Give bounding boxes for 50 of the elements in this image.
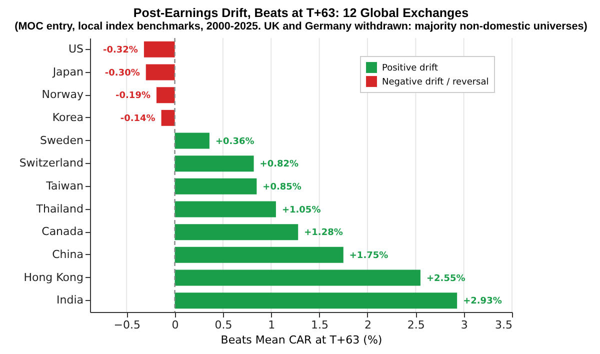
y-tick-label: Canada — [42, 225, 84, 238]
legend-label: Positive drift — [382, 64, 438, 74]
bar — [144, 41, 175, 58]
data-label: +0.36% — [215, 136, 254, 147]
bar — [156, 87, 175, 104]
data-label: +0.85% — [262, 182, 302, 192]
x-tick-label: 1 — [268, 318, 276, 332]
x-tick-label: 1.5 — [311, 318, 329, 332]
y-tick-label: Thailand — [35, 202, 84, 216]
chart-subtitle: (MOC entry, local index benchmarks, 2000-2025. UK and Germany withdrawn: majority non-domestic universes) — [14, 20, 588, 33]
data-label: +1.28% — [304, 228, 343, 238]
y-tick-label: Sweden — [40, 134, 84, 147]
bar — [174, 292, 458, 309]
y-tick-label: Hong Kong — [24, 270, 84, 284]
bar — [174, 132, 210, 149]
y-tick-label: Korea — [52, 110, 84, 124]
bar — [174, 178, 257, 194]
x-axis-title: Beats Mean CAR at T+63 (%) — [220, 334, 382, 346]
data-label: +0.82% — [260, 160, 299, 170]
y-tick-label: China — [52, 248, 84, 261]
data-label: -0.30% — [104, 68, 140, 78]
data-label: -0.32% — [102, 45, 138, 56]
x-tick-label: 2.5 — [407, 318, 425, 332]
bar — [174, 156, 254, 172]
y-tick-label: US — [68, 42, 84, 56]
legend-label: Negative drift / reversal — [382, 78, 489, 88]
data-label: +2.93% — [463, 296, 502, 307]
y-tick-label: Japan — [52, 65, 84, 78]
bar — [174, 246, 344, 263]
x-tick-label: −0.5 — [114, 318, 140, 332]
bar — [174, 201, 276, 218]
y-tick-label: Norway — [42, 88, 84, 102]
x-tick-label: 3 — [460, 318, 468, 332]
y-tick-label: Switzerland — [19, 156, 84, 170]
x-tick-label: 2 — [364, 318, 372, 332]
data-label: -0.14% — [120, 114, 156, 124]
x-tick-label: 0 — [172, 318, 179, 332]
chart-title: Post-Earnings Drift, Beats at T+63: 12 Global Exchanges — [133, 6, 469, 20]
y-tick-label: Taiwan — [45, 179, 84, 192]
data-label: +1.75% — [349, 250, 388, 261]
bar — [174, 270, 420, 286]
bar — [161, 110, 175, 126]
y-tick-label: India — [56, 294, 84, 307]
x-tick-label: 0.5 — [214, 318, 232, 332]
data-label: -0.19% — [116, 91, 150, 102]
bar — [174, 224, 298, 240]
bar — [146, 64, 175, 80]
data-label: +2.55% — [426, 274, 466, 284]
data-label: +1.05% — [282, 205, 321, 216]
x-tick-label: 3.5 — [495, 318, 512, 332]
